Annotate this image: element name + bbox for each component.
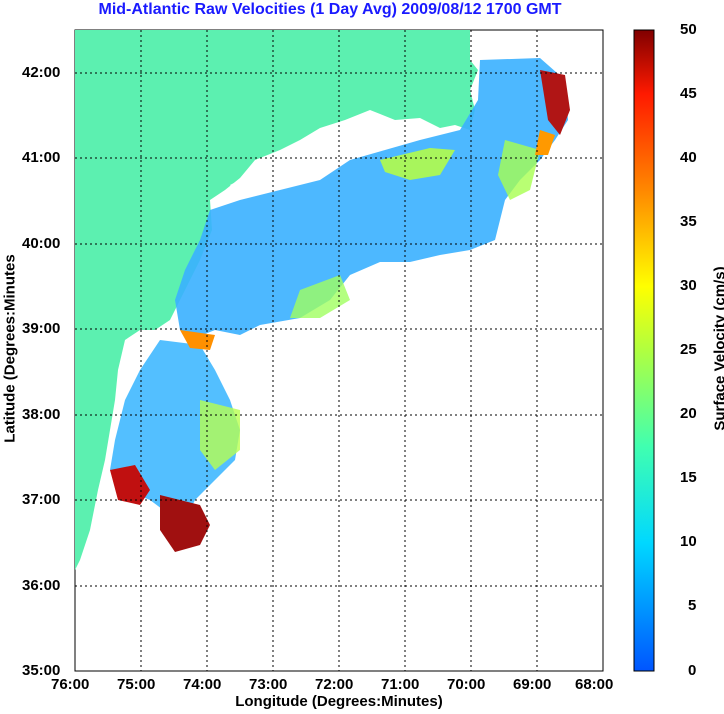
- y-tick-label: 40:00: [22, 235, 61, 252]
- x-tick-label: 73:00: [249, 676, 288, 693]
- y-tick-label: 39:00: [22, 320, 61, 337]
- x-tick-label: 71:00: [381, 676, 420, 693]
- y-tick-label: 35:00: [22, 662, 61, 679]
- colorbar-tick-label: 40: [680, 149, 697, 166]
- colorbar: [633, 29, 655, 672]
- colorbar-tick-label: 25: [680, 341, 697, 358]
- x-tick-label: 75:00: [117, 676, 156, 693]
- y-tick-label: 38:00: [22, 406, 61, 423]
- map-grid: [75, 30, 603, 671]
- colorbar-tick-label: 35: [680, 213, 697, 230]
- x-tick-label: 74:00: [183, 676, 222, 693]
- colorbar-tick-label: 10: [680, 533, 697, 550]
- colorbar-tick-label: 50: [680, 21, 697, 38]
- y-tick-label: 41:00: [22, 149, 61, 166]
- long-island-sound: [230, 150, 360, 194]
- map-title: Mid-Atlantic Raw Velocities (1 Day Avg) …: [98, 1, 562, 18]
- y-tick-label: 36:00: [22, 577, 61, 594]
- y-tick-label: 42:00: [22, 64, 61, 81]
- colorbar-tick-label: 5: [688, 597, 697, 614]
- colorbar-label: Surface Velocity (cm/s): [711, 266, 724, 431]
- colorbar-tick-label: 20: [680, 405, 697, 422]
- x-tick-label: 76:00: [51, 676, 90, 693]
- x-axis-label: Longitude (Degrees:Minutes): [235, 693, 443, 710]
- colorbar-tick-label: 15: [680, 469, 697, 486]
- colorbar-tick-label: 30: [680, 277, 697, 294]
- colorbar-tick-label: 45: [680, 85, 697, 102]
- x-tick-label: 68:00: [575, 676, 614, 693]
- colorbar-tick-label: 0: [688, 662, 697, 679]
- y-axis-label: Latitude (Degrees:Minutes: [1, 254, 19, 443]
- x-tick-label: 70:00: [447, 676, 486, 693]
- x-tick-label: 69:00: [513, 676, 552, 693]
- x-tick-label: 72:00: [315, 676, 354, 693]
- y-tick-label: 37:00: [22, 491, 61, 508]
